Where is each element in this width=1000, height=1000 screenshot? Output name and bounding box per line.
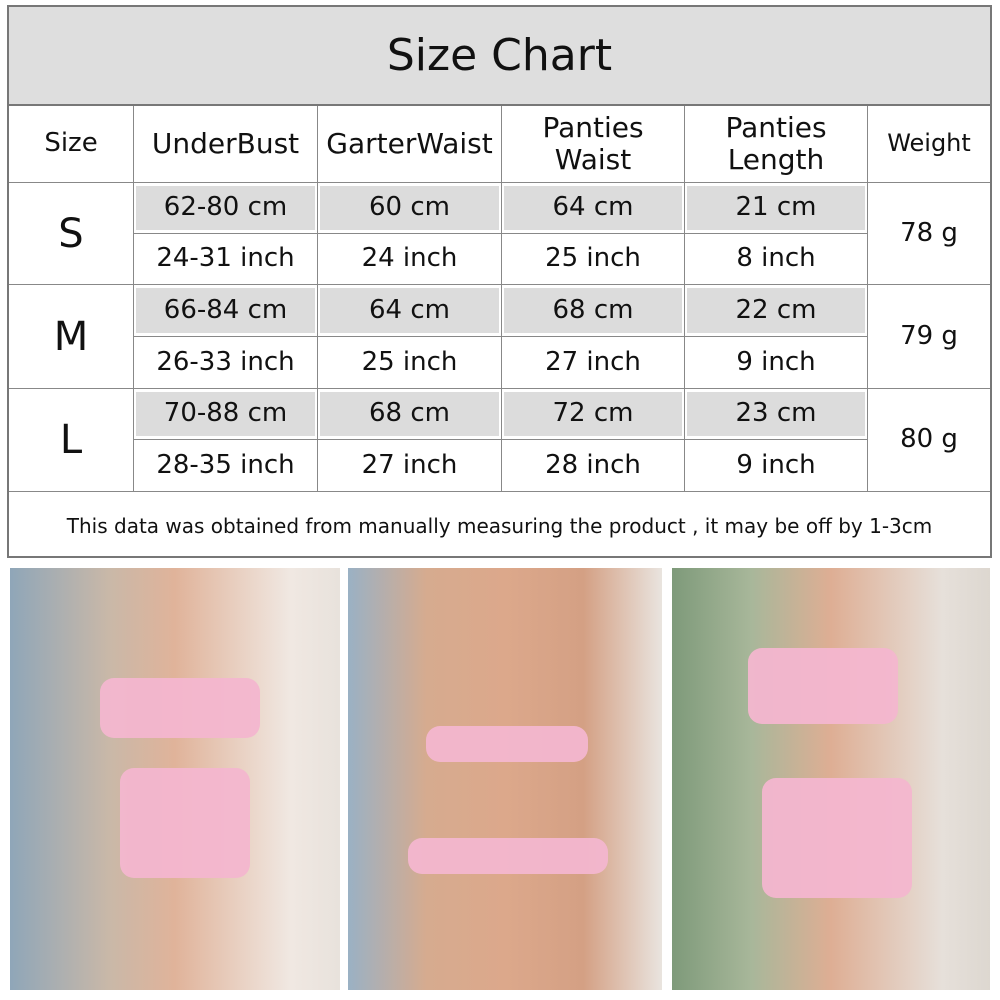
cm-cell: 64 cm [502,183,685,234]
inch-cell: 25 inch [318,337,502,389]
header-cell-text: Panties Waist [542,110,644,176]
inch-cell: 9 inch [685,440,868,491]
header-cell: Size [9,106,134,183]
weight-cell: 79 g [868,285,990,389]
cm-cell: 62-80 cm [134,183,318,234]
size-label-text: S [58,210,84,257]
inch-cell: 9 inch [685,337,868,389]
size-label-text: M [53,313,89,360]
inch-cell: 24-31 inch [134,234,318,285]
inch-cell-text: 25 inch [545,243,641,274]
weight-cell-text: 78 g [900,217,958,248]
cm-cell: 23 cm [685,389,868,440]
inch-cell: 26-33 inch [134,337,318,389]
weight-cell: 80 g [868,389,990,491]
inch-cell-text: 24-31 inch [156,243,295,274]
header-cell: Panties Waist [502,106,685,183]
weight-cell-text: 80 g [900,424,958,455]
cm-cell: 60 cm [318,183,502,234]
inch-cell-text: 27 inch [545,346,641,377]
product-photo-side [672,568,990,990]
product-photo-back [348,568,662,990]
inch-cell-text: 9 inch [736,346,816,377]
inch-cell-text: 9 inch [736,449,816,480]
cm-cell-text: 72 cm [552,398,634,429]
size-chart: Size Chart This data was obtained from m… [7,5,992,558]
inch-cell: 25 inch [502,234,685,285]
inch-cell: 28 inch [502,440,685,491]
cm-cell: 68 cm [502,285,685,337]
cm-cell: 68 cm [318,389,502,440]
cm-cell-text: 64 cm [369,294,450,325]
cm-cell-text: 70-88 cm [163,398,288,429]
inch-cell-text: 28 inch [545,449,641,480]
cm-cell-text: 22 cm [735,294,817,325]
cm-cell: 66-84 cm [134,285,318,337]
chart-title: Size Chart [9,7,990,106]
inch-cell-text: 26-33 inch [156,346,295,377]
inch-cell-text: 28-35 inch [156,449,295,480]
cm-cell-text: 62-80 cm [163,192,288,223]
header-cell: Panties Length [685,106,868,183]
cm-cell: 22 cm [685,285,868,337]
inch-cell-text: 25 inch [361,346,458,377]
header-cell: Weight [868,106,990,183]
inch-cell: 24 inch [318,234,502,285]
inch-cell-text: 24 inch [361,243,458,274]
size-label-text: L [59,417,83,463]
measurement-note: This data was obtained from manually mea… [9,491,990,559]
header-cell-text: Weight [887,129,971,158]
weight-cell-text: 79 g [900,320,958,351]
cm-cell-text: 23 cm [735,398,817,429]
product-photo-front [10,568,340,990]
inch-cell-text: 27 inch [361,449,458,480]
cm-cell-text: 68 cm [369,398,450,429]
cm-cell: 70-88 cm [134,389,318,440]
weight-cell: 78 g [868,183,990,285]
header-cell: GarterWaist [318,106,502,183]
inch-cell: 8 inch [685,234,868,285]
header-cell-text: GarterWaist [326,126,493,160]
cm-cell-text: 21 cm [735,192,817,223]
inch-cell: 27 inch [318,440,502,491]
cm-cell-text: 60 cm [369,192,450,223]
inch-cell-text: 8 inch [736,243,816,274]
size-label: L [9,389,134,491]
header-cell-text: Panties Length [725,110,827,176]
cm-cell-text: 68 cm [552,294,634,325]
inch-cell: 28-35 inch [134,440,318,491]
cm-cell: 21 cm [685,183,868,234]
cm-cell-text: 64 cm [552,192,634,223]
inch-cell: 27 inch [502,337,685,389]
header-cell: UnderBust [134,106,318,183]
header-cell-text: UnderBust [151,126,300,160]
size-label: S [9,183,134,285]
size-label: M [9,285,134,389]
header-cell-text: Size [44,128,98,159]
cm-cell: 72 cm [502,389,685,440]
cm-cell-text: 66-84 cm [163,294,288,325]
cm-cell: 64 cm [318,285,502,337]
